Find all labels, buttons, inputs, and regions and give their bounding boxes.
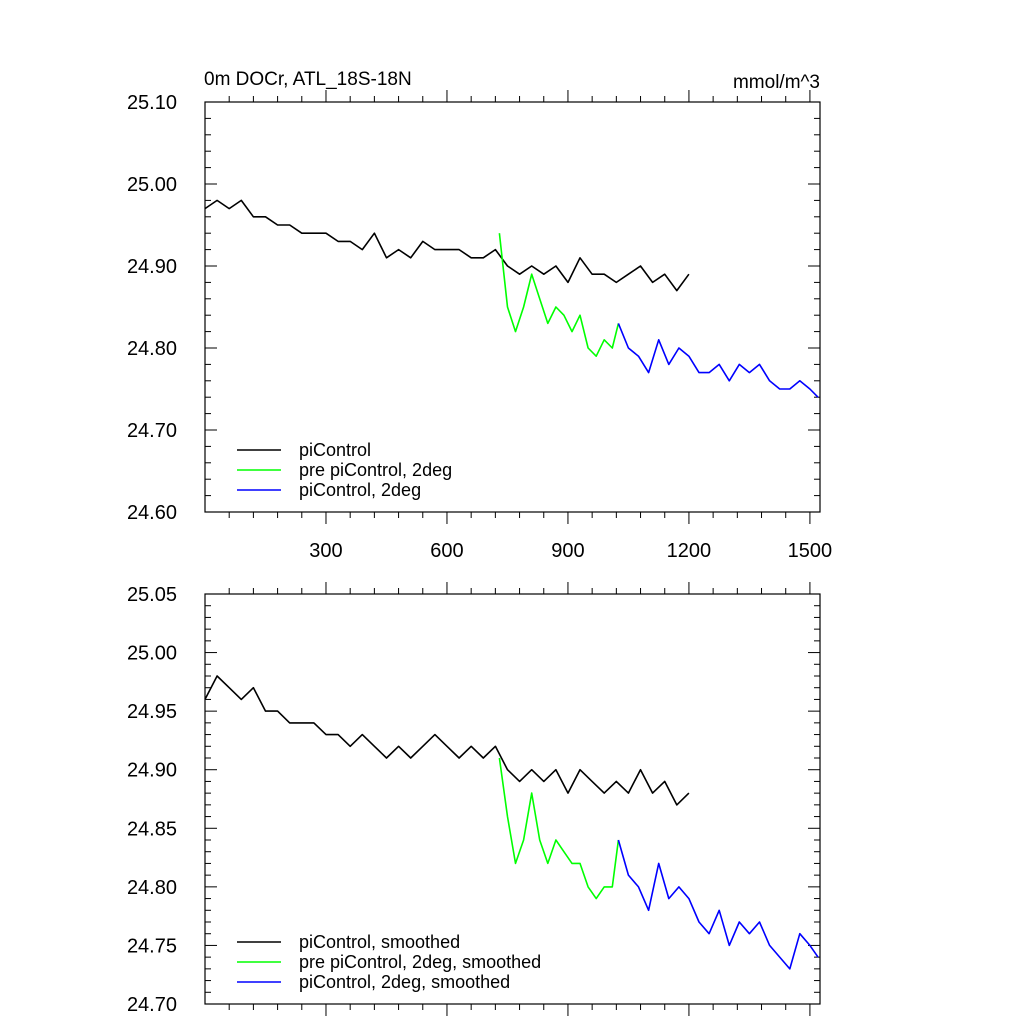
bottom-plot-frame [204,593,821,1005]
bottom-panel: 24.70 24.75 24.80 24.85 24.90 24.95 25.00 25.05… [127,582,821,1016]
series-line-1 [498,233,620,358]
y-tick-label: 24.85 [127,818,177,840]
y-tick-label: 24.80 [127,877,177,899]
top-series-group [204,199,819,398]
x-tick-label: 600 [430,540,463,562]
legend-label: pre piControl, 2deg, smoothed [299,952,541,972]
x-tick-label: 1500 [788,540,833,562]
series-line-2 [617,839,819,970]
legend-label: pre piControl, 2deg [299,460,452,480]
y-tick-label: 25.00 [127,643,177,665]
x-tick-label: 1200 [667,540,712,562]
y-tick-label: 24.70 [127,994,177,1016]
y-tick-label: 25.00 [127,174,177,196]
legend-label: piControl, 2deg [299,480,421,500]
y-tick-label: 24.95 [127,701,177,723]
y-tick-label: 24.75 [127,935,177,957]
legend-label: piControl [299,440,371,460]
y-tick-label: 25.10 [127,92,177,114]
top-axis-ticks: 300 600 900 1200 1500 24.60 24.70 24.80 24.90 25.… [127,90,832,562]
y-tick-label: 24.80 [127,338,177,360]
series-line-0 [204,675,690,806]
x-tick-label: 900 [551,540,584,562]
series-line-2 [617,323,819,398]
top-panel-units: mmol/m^3 [733,72,820,93]
y-tick-label: 24.60 [127,502,177,524]
series-line-1 [498,757,620,900]
y-tick-label: 24.90 [127,256,177,278]
y-tick-label: 24.90 [127,760,177,782]
bottom-series-group [204,675,819,970]
legend-label: piControl, 2deg, smoothed [299,972,510,992]
bottom-axis-ticks: 24.70 24.75 24.80 24.85 24.90 24.95 25.00 25.05 [127,582,820,1016]
top-plot-frame [204,101,821,513]
y-tick-label: 24.70 [127,420,177,442]
x-tick-label: 300 [309,540,342,562]
y-tick-label: 25.05 [127,584,177,606]
top-panel-title: 0m DOCr, ATL_18S-18N [204,69,412,90]
legend-label: piControl, smoothed [299,932,460,952]
top-panel: 0m DOCr, ATL_18S-18N mmol/m^3 300 600 900 1… [127,69,832,562]
series-line-0 [204,199,690,292]
